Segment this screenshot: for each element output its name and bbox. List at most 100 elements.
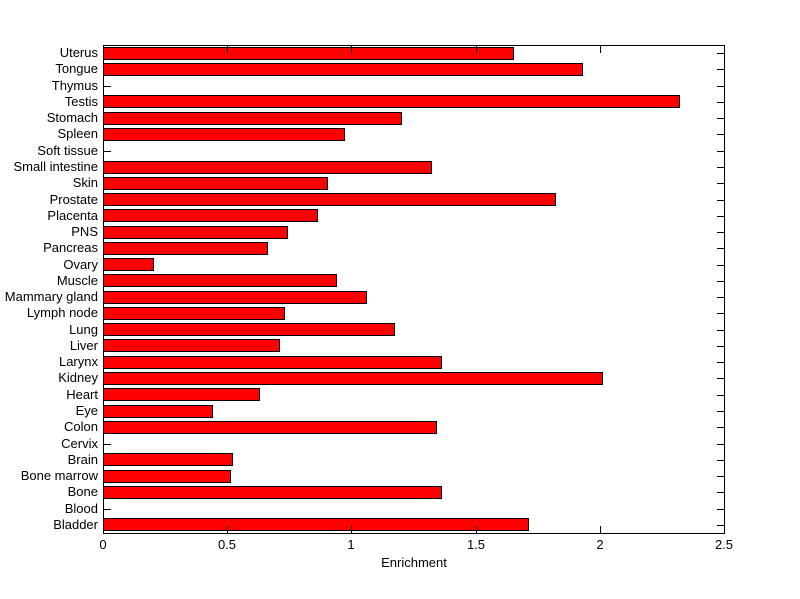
category-label-kidney: Kidney — [58, 370, 98, 385]
x-axis-label: Enrichment — [381, 555, 447, 570]
bar-small-intestine — [103, 161, 432, 174]
y-axis-right-tick — [717, 151, 724, 152]
bar-pns — [103, 226, 288, 239]
y-axis-right-tick — [717, 444, 724, 445]
bar-larynx — [103, 356, 442, 369]
category-label-cervix: Cervix — [61, 436, 98, 451]
bar-eye — [103, 405, 213, 418]
bar-prostate — [103, 193, 556, 206]
category-label-ovary: Ovary — [63, 257, 98, 272]
bar-brain — [103, 453, 233, 466]
category-label-larynx: Larynx — [58, 354, 98, 369]
category-label-prostate: Prostate — [49, 192, 98, 207]
y-axis-right-tick — [717, 53, 724, 54]
bar-bone — [103, 486, 442, 499]
y-axis-right-tick — [717, 476, 724, 477]
y-axis-right-tick — [717, 118, 724, 119]
y-axis-right-tick — [717, 69, 724, 70]
y-axis-right-tick — [717, 330, 724, 331]
y-axis-right-tick — [717, 200, 724, 201]
y-axis-left-tick — [104, 86, 111, 87]
category-label-muscle: Muscle — [56, 273, 98, 288]
category-label-tongue: Tongue — [55, 61, 98, 76]
y-axis-right-tick — [717, 134, 724, 135]
x-tick-label-2: 2 — [596, 537, 604, 552]
bar-testis — [103, 95, 680, 108]
category-label-skin: Skin — [72, 175, 98, 190]
bar-bladder — [103, 518, 529, 531]
category-label-spleen: Spleen — [57, 126, 98, 141]
y-axis-right-tick — [717, 509, 724, 510]
x-tick-label-1-5: 1.5 — [466, 537, 486, 552]
category-label-testis: Testis — [64, 94, 98, 109]
category-label-bladder: Bladder — [53, 517, 98, 532]
x-tick-label-0: 0 — [99, 537, 107, 552]
category-label-brain: Brain — [67, 452, 98, 467]
y-axis-right-tick — [717, 167, 724, 168]
bar-tongue — [103, 63, 583, 76]
bar-muscle — [103, 274, 337, 287]
bar-pancreas — [103, 242, 268, 255]
x-axis-bottom-tick — [351, 526, 352, 533]
x-axis-top-tick — [351, 46, 352, 53]
y-axis-right-tick — [717, 395, 724, 396]
category-label-thymus: Thymus — [51, 78, 98, 93]
x-axis-top-tick — [227, 46, 228, 53]
y-axis-right-tick — [717, 297, 724, 298]
bar-mammary-gland — [103, 291, 367, 304]
y-axis-right-tick — [717, 492, 724, 493]
x-tick-label-2-5: 2.5 — [714, 537, 734, 552]
bar-liver — [103, 339, 280, 352]
y-axis-right-tick — [717, 86, 724, 87]
y-axis-right-tick — [717, 248, 724, 249]
y-axis-right-tick — [717, 411, 724, 412]
y-axis-right-tick — [717, 232, 724, 233]
bar-colon — [103, 421, 437, 434]
category-label-eye: Eye — [75, 403, 98, 418]
y-axis-right-tick — [717, 460, 724, 461]
category-label-uterus: Uterus — [59, 45, 98, 60]
bar-ovary — [103, 258, 154, 271]
category-label-mammary-gland: Mammary gland — [4, 289, 98, 304]
x-tick-label-0-5: 0.5 — [217, 537, 237, 552]
y-axis-right-tick — [717, 281, 724, 282]
x-axis-top-tick — [600, 46, 601, 53]
y-axis-right-tick — [717, 216, 724, 217]
y-axis-right-tick — [717, 378, 724, 379]
y-axis-right-tick — [717, 346, 724, 347]
category-label-lymph-node: Lymph node — [26, 305, 98, 320]
y-axis-right-tick — [717, 102, 724, 103]
y-axis-right-tick — [717, 427, 724, 428]
category-label-blood: Blood — [64, 501, 98, 516]
x-axis-bottom-tick — [476, 526, 477, 533]
category-label-liver: Liver — [69, 338, 98, 353]
category-label-placenta: Placenta — [47, 208, 98, 223]
y-axis-right-tick — [717, 183, 724, 184]
y-axis-right-tick — [717, 313, 724, 314]
category-label-pancreas: Pancreas — [43, 240, 98, 255]
bar-lymph-node — [103, 307, 285, 320]
bar-kidney — [103, 372, 603, 385]
category-label-heart: Heart — [66, 387, 98, 402]
category-label-bone: Bone — [67, 484, 98, 499]
y-axis-right-tick — [717, 265, 724, 266]
bar-bone-marrow — [103, 470, 231, 483]
plot-area — [103, 45, 725, 534]
x-tick-label-1: 1 — [347, 537, 355, 552]
bar-skin — [103, 177, 328, 190]
category-label-lung: Lung — [69, 322, 98, 337]
y-axis-left-tick — [104, 444, 111, 445]
y-axis-left-tick — [104, 509, 111, 510]
x-axis-bottom-tick — [600, 526, 601, 533]
bar-heart — [103, 388, 260, 401]
category-label-pns: PNS — [71, 224, 98, 239]
category-label-small-intestine: Small intestine — [13, 159, 98, 174]
x-axis-bottom-tick — [227, 526, 228, 533]
bar-stomach — [103, 112, 402, 125]
bar-spleen — [103, 128, 345, 141]
y-axis-right-tick — [717, 362, 724, 363]
bar-lung — [103, 323, 395, 336]
category-label-bone-marrow: Bone marrow — [20, 468, 98, 483]
bar-uterus — [103, 47, 514, 60]
